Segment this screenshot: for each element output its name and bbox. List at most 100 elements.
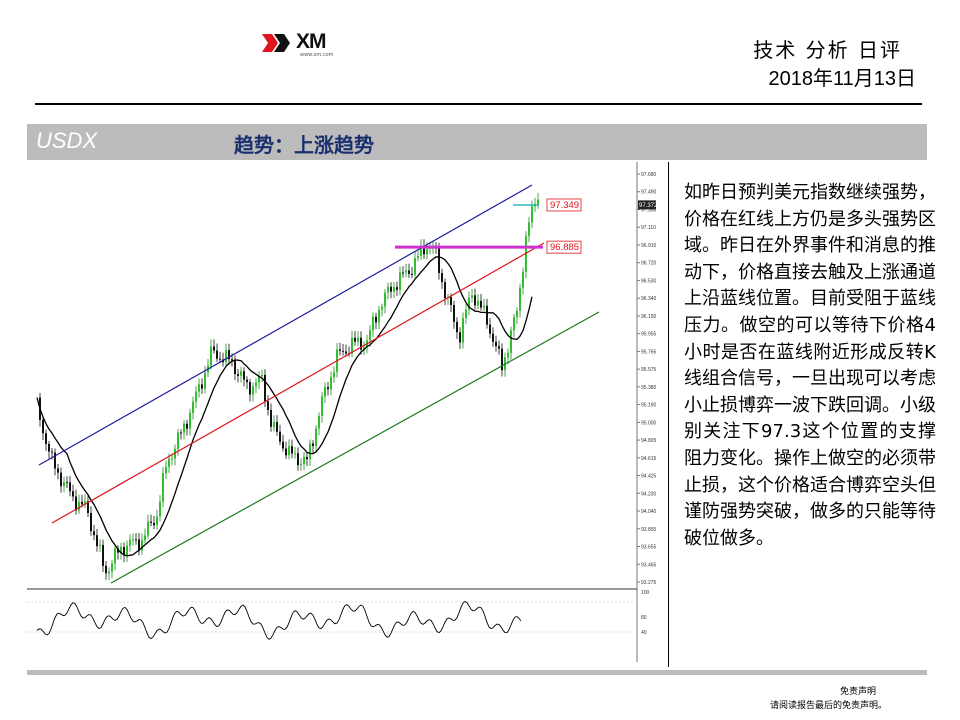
- candle-body: [276, 421, 278, 432]
- candle-body: [312, 443, 314, 446]
- candle-body: [96, 535, 98, 547]
- candle-body: [291, 446, 293, 454]
- level-1-box: [546, 198, 582, 212]
- price-axis-ticks: 97.680 97.490 97.300 97.110 96.910 96.720 96.5…: [637, 172, 657, 586]
- candle-body: [72, 491, 74, 497]
- candle-body: [54, 452, 56, 469]
- candle-body: [201, 384, 203, 389]
- candle-body: [228, 349, 230, 360]
- candle-body: [219, 358, 221, 360]
- candle-body: [462, 318, 464, 343]
- candle-body: [57, 468, 59, 473]
- candle-body: [414, 258, 416, 275]
- candle-body: [528, 222, 530, 237]
- candle-body: [123, 547, 125, 556]
- candle-body: [141, 540, 143, 551]
- candle-body: [186, 423, 188, 429]
- level-1-label: 97.349: [550, 200, 579, 211]
- candle-body: [516, 310, 518, 318]
- candle-body: [306, 456, 308, 460]
- candle-body: [333, 372, 335, 378]
- candle-body: [48, 443, 50, 452]
- price-tick-label: 93.465: [641, 562, 657, 568]
- candle-body: [468, 297, 470, 310]
- candle-body: [390, 286, 392, 292]
- candle-body: [330, 377, 332, 390]
- candle-body: [465, 309, 467, 319]
- candle-body: [489, 324, 491, 334]
- price-tick-label: 94.425: [641, 474, 657, 480]
- oscillator-line: [36, 600, 522, 640]
- price-chart-svg: 97.680 97.490 97.300 97.110 96.910 96.720 96.5…: [27, 162, 668, 667]
- price-tick-label: 97.110: [641, 225, 656, 231]
- candle-body: [180, 432, 182, 434]
- price-tick-label: 97.680: [641, 172, 657, 178]
- price-tick-label: 93.655: [641, 545, 657, 551]
- candle-body: [411, 273, 413, 275]
- column-separator: [668, 162, 669, 667]
- current-price-box: [638, 200, 656, 210]
- candle-body: [375, 316, 377, 323]
- candle-body: [474, 295, 476, 306]
- xm-logo-mark-icon: [262, 34, 290, 52]
- price-tick-label: 93.855: [641, 527, 657, 533]
- candle-body: [303, 456, 305, 464]
- candle-body: [273, 421, 275, 427]
- header-divider: [35, 103, 922, 105]
- moving-average-line: [36, 256, 533, 557]
- upper-channel-line: [38, 184, 533, 466]
- candle-body: [237, 373, 239, 376]
- price-tick-label: 93.275: [641, 580, 657, 586]
- candle-body: [99, 544, 101, 547]
- candle-body: [294, 453, 296, 455]
- candle-body: [78, 501, 80, 511]
- candle-body: [501, 348, 503, 371]
- candle-body: [498, 346, 500, 349]
- candle-body: [339, 349, 341, 351]
- candle-body: [192, 401, 194, 414]
- candle-body: [183, 423, 185, 433]
- candle-body: [213, 346, 215, 351]
- candle-body: [108, 571, 110, 574]
- oscillator-tick-label: 40: [641, 630, 647, 636]
- oscillator-axis-ticks: 100 80 40: [641, 590, 650, 636]
- disclaimer-note: 请阅读报告最后的免责声明。: [770, 701, 888, 711]
- candle-body: [171, 458, 173, 460]
- candle-body: [234, 360, 236, 374]
- candle-body: [438, 247, 440, 274]
- candle-body: [150, 521, 152, 523]
- candle-body: [198, 384, 200, 392]
- candle-body: [297, 453, 299, 466]
- candle-body: [315, 428, 317, 446]
- candle-body: [156, 516, 158, 526]
- candle-body: [270, 410, 272, 427]
- report-date: 2018年11月13日: [768, 68, 917, 90]
- candle-body: [492, 333, 494, 342]
- candle-body: [522, 271, 524, 288]
- candle-body: [69, 482, 71, 492]
- candle-body: [321, 396, 323, 417]
- trend-label: 趋势：上涨趋势: [234, 133, 374, 157]
- symbol-label: USDX: [36, 128, 98, 153]
- candle-body: [288, 446, 290, 456]
- candle-body: [420, 245, 422, 256]
- oscillator-tick-label: 80: [641, 615, 647, 621]
- candle-body: [486, 305, 488, 325]
- candle-body: [378, 309, 380, 323]
- candle-body: [264, 374, 266, 402]
- candle-body: [252, 386, 254, 395]
- candle-body: [519, 287, 521, 311]
- xm-logo: [262, 30, 342, 58]
- candle-body: [105, 565, 107, 574]
- candle-body: [444, 282, 446, 299]
- candle-body: [399, 272, 401, 290]
- candle-body: [513, 317, 515, 331]
- oscillator-tick-label: 100: [641, 590, 650, 596]
- candle-body: [393, 287, 395, 292]
- candle-body: [408, 270, 410, 274]
- candle-body: [81, 501, 83, 505]
- candle-body: [450, 297, 452, 305]
- candle-body: [165, 466, 167, 474]
- price-tick-label: 94.805: [641, 438, 657, 444]
- candle-body: [300, 463, 302, 466]
